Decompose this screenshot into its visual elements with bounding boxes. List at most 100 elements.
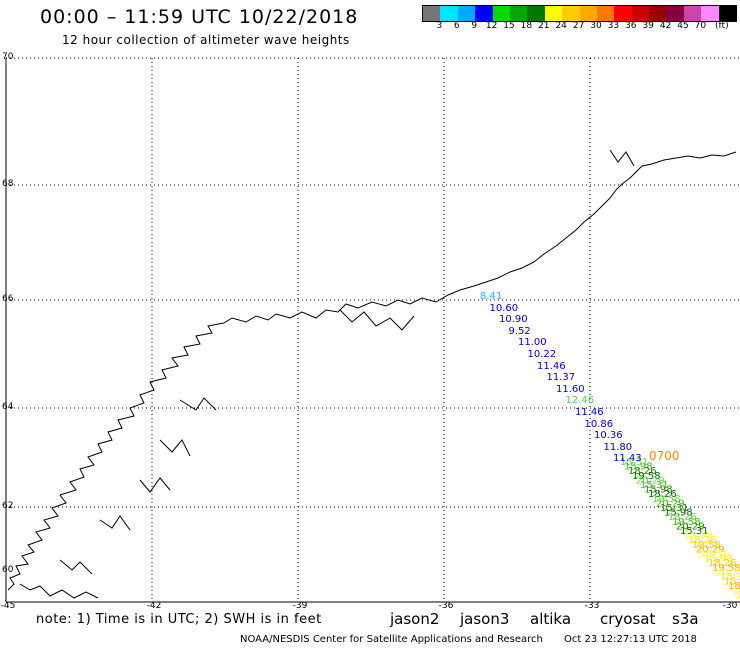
scale-swatch	[423, 6, 441, 21]
dense-track-label: 20.29	[676, 521, 705, 532]
dense-track-label: 19.58	[732, 586, 740, 597]
scale-swatch	[631, 6, 650, 21]
track-value-label: 11.60	[556, 383, 585, 395]
fjord-detail	[19, 149, 635, 599]
scale-swatch	[666, 6, 684, 21]
track-value-label: 12.46	[565, 395, 595, 407]
dense-track-label: 15.31	[620, 457, 649, 468]
dense-track-label: 20.29	[736, 590, 740, 601]
footnote: note: 1) Time is in UTC; 2) SWH is in fe…	[36, 612, 322, 627]
scale-label: 15	[503, 21, 515, 31]
scale-label: 36	[625, 21, 637, 31]
dense-track-label: 19.58	[632, 471, 661, 482]
scale-swatch	[683, 6, 702, 21]
track-value-label: 10.90	[499, 314, 528, 326]
dense-track-label: 18.26	[668, 512, 697, 523]
lat-label-66: 66	[2, 294, 14, 304]
lat-label-62: 62	[2, 501, 14, 511]
dense-track-label: 19.58	[652, 494, 681, 505]
dense-track-label: 18.26	[728, 581, 740, 592]
generation-timestamp: Oct 23 12:27:13 UTC 2018	[564, 634, 697, 645]
scale-swatch	[596, 6, 615, 21]
lat-label-70: 70	[2, 52, 14, 62]
dense-track-label: 15.98	[724, 577, 740, 588]
scale-swatch	[579, 6, 597, 21]
track-value-label: 10.60	[489, 302, 519, 314]
scale-label: 9	[471, 21, 478, 31]
dense-track-label: 20.29	[696, 544, 725, 555]
dense-track-label: 15.98	[664, 508, 693, 519]
scale-swatch	[440, 6, 458, 21]
track-value-label: 11.80	[603, 441, 633, 453]
dense-track-label: 15.31	[660, 503, 689, 514]
dense-track-label: 15.98	[624, 462, 653, 473]
dense-track-label: 18.26	[628, 466, 657, 477]
scale-label: 18	[520, 21, 533, 31]
map-title: 00:00 – 11:59 UTC 10/22/2018	[40, 6, 359, 28]
dense-track-label: 15.98	[684, 531, 713, 542]
dense-track-label: 18.26	[648, 489, 677, 500]
scale-label: 30	[590, 21, 602, 31]
scale-swatch	[614, 6, 632, 21]
lon-label-33: -33	[584, 601, 600, 611]
track-value-label: 11.37	[546, 372, 576, 384]
scale-label: 12	[485, 21, 498, 31]
track-value-label: 10.86	[584, 418, 614, 430]
scale-label: 39	[642, 21, 654, 31]
track-value-label: 11.46	[537, 360, 566, 372]
dense-track-label: 18.26	[688, 535, 717, 546]
scale-label: 21	[538, 21, 550, 31]
lat-label-64: 64	[2, 402, 14, 412]
scale-label: 3	[436, 21, 443, 31]
color-scale-bar	[422, 5, 738, 22]
lon-label-36: -36	[438, 601, 454, 611]
dense-track-labels: 15.3115.9818.2619.5820.2915.3115.9818.26…	[620, 457, 740, 601]
scale-swatch	[701, 6, 719, 21]
scale-label: 27	[572, 21, 585, 31]
scale-label: 45	[677, 21, 689, 31]
dense-track-label: 20.29	[636, 475, 665, 486]
lat-label-60: 60	[2, 565, 14, 575]
dense-track-label: 15.31	[680, 526, 709, 537]
dense-track-label: 19.58	[712, 563, 740, 574]
scale-swatch	[718, 6, 737, 21]
plot-frame	[5, 58, 740, 603]
track-time-label: 0700	[649, 449, 680, 463]
scale-label: 42	[659, 21, 672, 31]
scale-label: 24	[555, 21, 567, 31]
dense-track-label: 15.31	[700, 549, 729, 560]
dense-track-label: 15.98	[704, 554, 733, 565]
dense-track-label: 20.29	[656, 498, 685, 509]
lon-label-45: -45	[0, 601, 16, 611]
scale-label: (ft)	[715, 21, 729, 31]
scale-label: 6	[453, 21, 460, 31]
dense-track-label: 15.31	[640, 480, 669, 491]
track-value-label: 11.43	[613, 453, 642, 465]
dense-track-label: 15.98	[644, 485, 673, 496]
legend-cryosat: cryosat	[600, 610, 656, 628]
legend-altika: altika	[530, 610, 572, 628]
scale-swatch	[492, 6, 510, 21]
track-value-label: 10.36	[594, 430, 623, 442]
scale-swatch	[649, 6, 667, 21]
dense-track-label: 19.58	[692, 540, 721, 551]
scale-swatch	[475, 6, 493, 21]
scale-swatch	[457, 6, 476, 21]
lon-label-42: -42	[146, 601, 162, 611]
track-value-label: 10.22	[527, 349, 557, 360]
scale-swatch	[544, 6, 563, 21]
scale-swatch	[527, 6, 545, 21]
dense-track-label: 18.26	[708, 558, 737, 569]
track-value-label: 9.52	[508, 325, 531, 337]
graticule	[6, 57, 740, 602]
track-value-label: 11.00	[518, 337, 547, 349]
lat-label-68: 68	[2, 179, 14, 189]
scale-label: 70	[694, 21, 707, 31]
credit-line: NOAA/NESDIS Center for Satellite Applica…	[240, 634, 543, 645]
scale-label: 33	[607, 21, 620, 31]
track-value-label: 11.46	[575, 407, 604, 418]
track-value-label: 8.41	[480, 291, 503, 302]
color-scale-labels: 3 6 9 12 15 18 21 24 27 30 33 36 39 42 45 70 (ft)	[422, 21, 740, 35]
dense-track-label: 20.29	[716, 567, 740, 578]
